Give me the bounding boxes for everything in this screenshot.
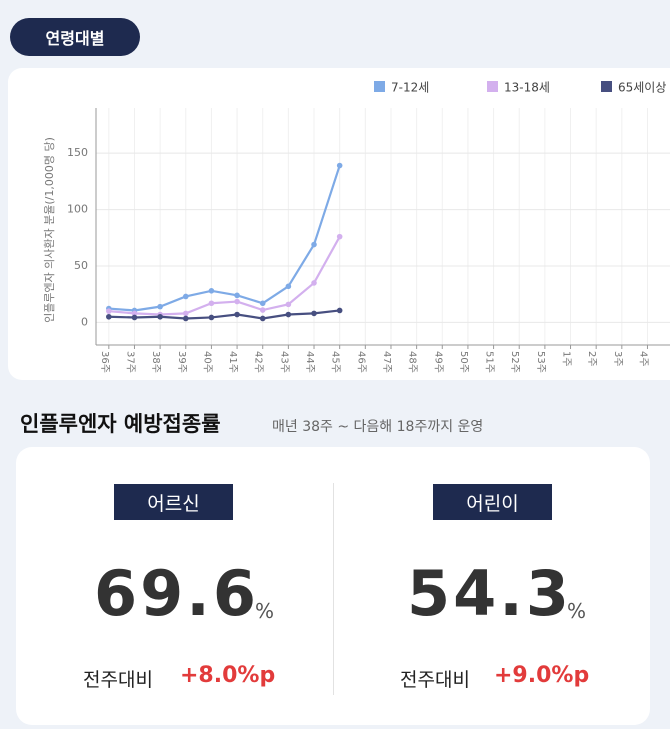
point <box>259 315 266 322</box>
x-tick-label: 51주 <box>484 351 495 373</box>
point <box>311 241 317 248</box>
section-title: 인플루엔자 예방접종률 <box>20 412 221 436</box>
point <box>336 307 343 314</box>
x-tick-label: 52주 <box>509 351 520 373</box>
point <box>311 280 317 286</box>
legend-swatch <box>601 81 612 92</box>
point <box>208 288 215 294</box>
section-subtitle: 매년 38주 ~ 다음해 18주까지 운영 <box>272 419 484 435</box>
point <box>208 314 215 321</box>
line <box>108 236 341 316</box>
x-tick-label: 42주 <box>253 351 264 373</box>
legend-swatch <box>487 81 498 92</box>
line <box>108 165 341 312</box>
x-tick-label: 46주 <box>355 351 366 373</box>
point <box>234 298 240 305</box>
x-tick-label: 48주 <box>407 351 418 373</box>
point <box>106 308 112 314</box>
compare-label: 전주대비 <box>400 669 470 691</box>
point <box>157 313 163 320</box>
card-label: 어린이 <box>433 484 552 520</box>
legend-swatch <box>374 81 385 92</box>
chart: 인플루엔자 의사환자 분율(/1,000명 당) 36주 37주 38주 39주 40주… <box>8 68 670 380</box>
x-tick-label: 49주 <box>432 351 443 373</box>
card: 어린이 54.3 % 전주대비 +9.0%p <box>333 447 650 725</box>
card-unit: % <box>255 599 275 623</box>
point <box>234 292 240 299</box>
legend-label: 7-12세 <box>391 81 429 95</box>
card-label: 어르신 <box>114 484 233 520</box>
legend-label: 65세이상 <box>618 81 666 95</box>
point <box>106 313 112 320</box>
point <box>182 315 189 322</box>
card: 어르신 69.6 % 전주대비 +8.0%p <box>16 447 333 725</box>
compare-label: 전주대비 <box>83 669 153 691</box>
x-tick-label: 41주 <box>227 351 238 373</box>
x-tick-label: 37주 <box>124 351 135 373</box>
point <box>336 233 343 240</box>
x-tick-label: 2주 <box>586 351 597 367</box>
tab[interactable]: 연령대별 <box>10 18 140 56</box>
y-tick-label: 100 <box>67 203 88 216</box>
line <box>108 309 340 320</box>
change: +8.0%p <box>180 663 276 688</box>
change: +9.0%p <box>494 663 590 688</box>
card-value: 69.6 <box>94 557 259 630</box>
point <box>131 314 138 321</box>
y-tick-label: 150 <box>67 146 88 159</box>
x-tick-label: 45주 <box>330 351 341 373</box>
card-value: 54.3 <box>407 557 572 630</box>
point <box>131 310 138 317</box>
point <box>285 301 292 308</box>
x-tick-label: 50주 <box>458 351 469 373</box>
point <box>259 307 266 313</box>
vaccination-cards: 어르신 69.6 % 전주대비 +8.0%p 어린이 54.3 % 전주대비 +… <box>16 447 650 725</box>
point <box>285 311 292 318</box>
x-tick-label: 53주 <box>535 351 546 373</box>
y-axis-label: 인플루엔자 의사환자 분율(/1,000명 당) <box>43 137 56 323</box>
point <box>311 310 317 317</box>
point <box>234 311 240 318</box>
point <box>157 303 163 310</box>
x-tick-label: 1주 <box>561 351 572 367</box>
divider <box>333 483 334 695</box>
x-tick-label: 47주 <box>381 351 392 373</box>
x-tick-label: 39주 <box>176 351 187 373</box>
x-tick-label: 3주 <box>612 351 623 367</box>
x-tick-label: 4주 <box>637 351 648 367</box>
point <box>208 300 215 307</box>
x-tick-label: 36주 <box>99 351 110 373</box>
point <box>285 283 292 290</box>
point <box>336 162 343 169</box>
point <box>182 310 189 317</box>
card-unit: % <box>567 599 587 623</box>
x-tick-label: 38주 <box>150 351 161 373</box>
point <box>259 300 266 307</box>
y-tick-label: 0 <box>81 315 88 328</box>
x-tick-label: 44주 <box>304 351 315 373</box>
point <box>182 293 189 300</box>
y-tick-label: 50 <box>74 259 88 272</box>
x-tick-label: 40주 <box>201 351 212 373</box>
legend-label: 13-18세 <box>504 81 550 95</box>
x-tick-label: 43주 <box>278 351 289 373</box>
